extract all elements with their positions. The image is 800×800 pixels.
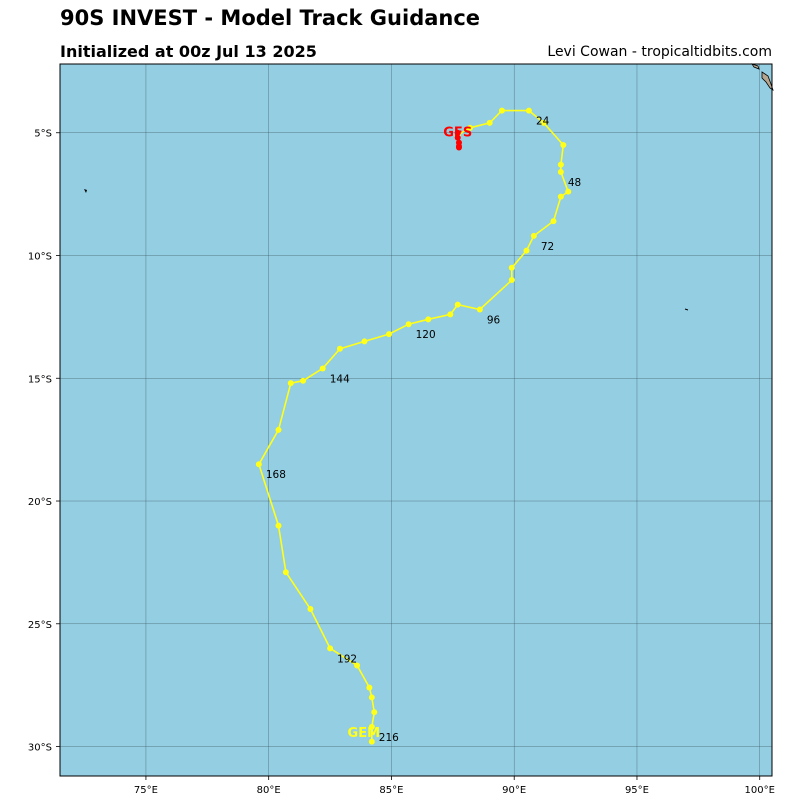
map-frame xyxy=(59,63,773,777)
init-time-subtitle: Initialized at 00z Jul 13 2025 xyxy=(60,42,317,61)
island-land xyxy=(84,189,87,193)
gem-track-point xyxy=(354,662,361,669)
chart-title: 90S INVEST - Model Track Guidance xyxy=(60,6,481,30)
tick-label-lon: 80°E xyxy=(257,785,281,796)
gem-track-point xyxy=(361,338,368,345)
gfs-track-point xyxy=(454,134,461,141)
tick-label-lon: 90°E xyxy=(502,785,526,796)
gem-track-point xyxy=(565,188,572,195)
gem-track-point xyxy=(368,723,375,730)
tick-label-lon: 85°E xyxy=(379,785,403,796)
gem-track-point xyxy=(255,461,262,468)
gem-track-point xyxy=(540,119,547,126)
gem-track-point xyxy=(550,218,557,225)
gem-track-point xyxy=(368,738,375,745)
gem-hour-label: 144 xyxy=(330,373,350,385)
island-land xyxy=(684,308,689,311)
gem-hour-label: 192 xyxy=(337,653,357,665)
gem-track-point xyxy=(300,377,307,384)
tick-label-lat: 5°S xyxy=(34,129,52,140)
gem-track-point xyxy=(508,264,515,271)
gem-hour-label: 72 xyxy=(541,241,554,253)
gem-track-point xyxy=(287,380,294,387)
gem-track-point xyxy=(368,694,375,701)
gem-track-point xyxy=(557,169,564,176)
gem-track-point xyxy=(476,306,483,313)
gem-track-point xyxy=(282,569,289,576)
gem-track-point xyxy=(508,277,515,284)
gfs-track-point xyxy=(454,129,461,136)
gem-hour-label: 48 xyxy=(568,177,581,189)
gem-track-point xyxy=(498,107,505,114)
gem-track-point xyxy=(275,522,282,529)
island-land xyxy=(751,63,760,70)
gem-track-point xyxy=(336,345,343,352)
gem-track-point xyxy=(371,709,378,716)
gem-track-point xyxy=(307,606,314,613)
tick-label-lat: 10°S xyxy=(28,252,52,263)
gem-track-point xyxy=(275,426,282,433)
gem-track-point xyxy=(385,331,392,338)
tick-label-lon: 95°E xyxy=(625,785,649,796)
tick-label-lat: 20°S xyxy=(28,497,52,508)
gem-track-point xyxy=(454,301,461,308)
gem-track-point xyxy=(557,193,564,200)
tick-label-lat: 30°S xyxy=(28,743,52,754)
gem-model-label: GEM xyxy=(348,726,381,741)
gem-track-point xyxy=(523,247,530,254)
gem-track-point xyxy=(467,124,474,131)
gem-track-point xyxy=(319,365,326,372)
gem-track-point xyxy=(425,316,432,323)
gem-track-point xyxy=(557,161,564,168)
gem-track-point xyxy=(530,232,537,239)
gem-hour-label: 168 xyxy=(266,469,286,481)
gfs-model-label: GFS xyxy=(443,126,472,141)
tick-label-lat: 15°S xyxy=(28,374,52,385)
gem-hour-label: 96 xyxy=(487,315,501,327)
gem-hour-label: 120 xyxy=(416,329,436,341)
gem-track-point xyxy=(486,119,493,126)
tick-label-lon: 100°E xyxy=(745,785,775,796)
gem-track-point xyxy=(366,684,373,691)
gem-track-point xyxy=(405,321,412,328)
gem-hour-label: 216 xyxy=(379,732,399,744)
tick-label-lon: 75°E xyxy=(134,785,158,796)
tick-label-lat: 25°S xyxy=(28,620,52,631)
ocean-background xyxy=(60,64,772,776)
gem-track-point xyxy=(447,311,454,318)
gem-track-point xyxy=(327,645,334,652)
gem-track-point xyxy=(560,142,567,149)
gem-track-point xyxy=(525,107,532,114)
gfs-track-point xyxy=(455,144,462,151)
credit-label: Levi Cowan - tropicaltidbits.com xyxy=(547,44,772,60)
gem-hour-label: 24 xyxy=(536,116,550,128)
